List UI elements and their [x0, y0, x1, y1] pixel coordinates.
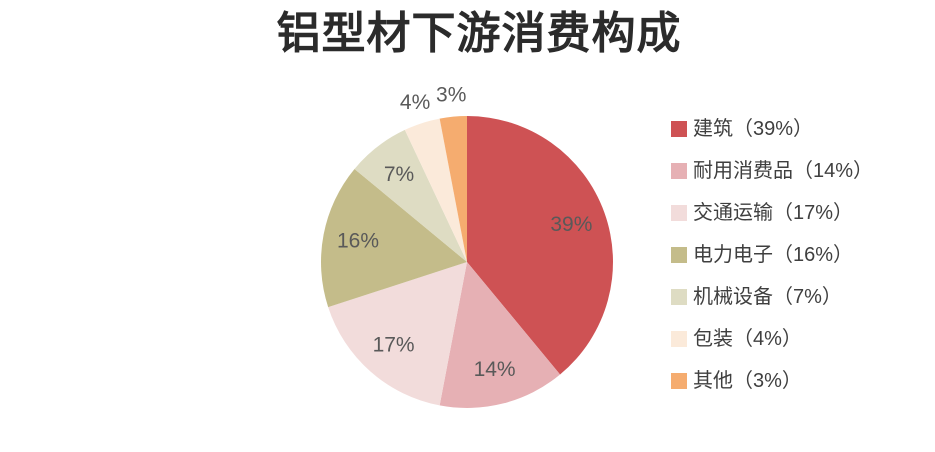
legend-label: 建筑（39%） [693, 118, 814, 140]
pie-slice-label-2: 17% [373, 334, 415, 357]
legend-item-0: 建筑（39%） [671, 117, 873, 141]
chart-title: 铝型材下游消费构成 [276, 9, 682, 58]
legend: 建筑（39%） 耐用消费品（14%） 交通运输（17%） 电力电子（16%） 机械设备（… [671, 117, 873, 411]
legend-label: 电力电子（16%） [693, 244, 854, 266]
legend-swatch-icon [671, 331, 687, 347]
legend-swatch-icon [671, 121, 687, 137]
legend-label: 耐用消费品（14%） [693, 160, 874, 182]
legend-item-2: 交通运输（17%） [671, 201, 873, 225]
legend-label: 交通运输（17%） [693, 202, 854, 224]
pie-slice-0 [467, 116, 613, 375]
legend-item-6: 其他（3%） [671, 369, 873, 393]
pie-slice-label-5: 4% [400, 91, 430, 114]
pie-slice-label-0: 39% [550, 213, 592, 236]
pie-slice-6 [439, 116, 467, 262]
pie-slice-1 [439, 262, 561, 408]
legend-label: 包装（4%） [693, 328, 802, 350]
legend-swatch-icon [671, 205, 687, 221]
legend-item-3: 电力电子（16%） [671, 243, 873, 267]
pie-slice-label-6: 3% [436, 83, 466, 106]
legend-swatch-icon [671, 373, 687, 389]
legend-label: 机械设备（7%） [693, 286, 842, 308]
pie-slice-label-4: 7% [384, 163, 414, 186]
legend-item-4: 机械设备（7%） [671, 285, 873, 309]
pie-slice-5 [404, 118, 467, 262]
legend-swatch-icon [671, 163, 687, 179]
pie-slice-label-3: 16% [337, 230, 379, 253]
pie-slice-2 [328, 262, 467, 406]
legend-swatch-icon [671, 247, 687, 263]
legend-item-1: 耐用消费品（14%） [671, 159, 873, 183]
legend-label: 其他（3%） [693, 370, 802, 392]
pie-slice-4 [354, 129, 467, 262]
pie-slice-3 [321, 168, 467, 308]
legend-swatch-icon [671, 289, 687, 305]
pie-slice-label-1: 14% [474, 358, 516, 381]
legend-item-5: 包装（4%） [671, 327, 873, 351]
